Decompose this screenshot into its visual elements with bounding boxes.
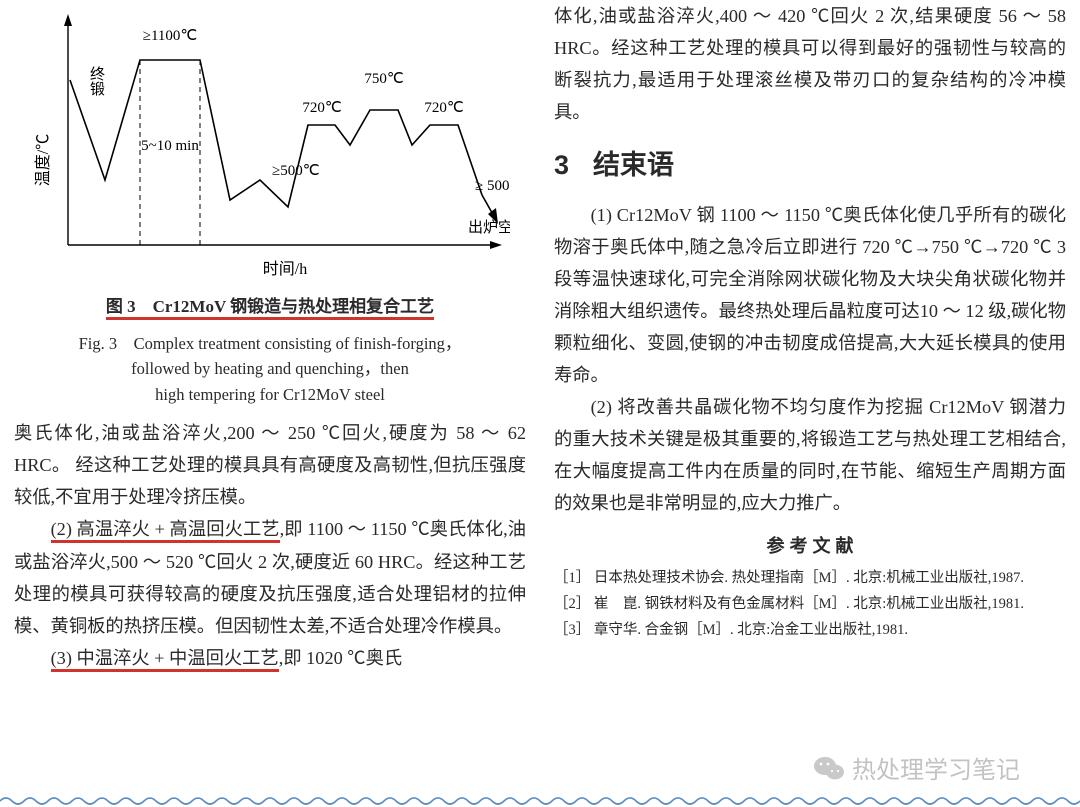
left-para-2: (2) 高温淬火 + 高温回火工艺,即 1100 ～ 1150 ℃奥氏体化,油或… [14, 513, 526, 641]
wechat-icon [814, 755, 844, 781]
svg-text:750℃: 750℃ [364, 71, 403, 87]
reference-item: ［3］ 章守华. 合金钢［M］. 北京:冶金工业出版社,1981. [554, 619, 1066, 642]
section-heading: 3结束语 [554, 142, 1066, 189]
reference-item: ［1］ 日本热处理技术协会. 热处理指南［M］. 北京:机械工业出版社,1987… [554, 567, 1066, 590]
svg-text:时间/h: 时间/h [263, 260, 307, 278]
svg-text:出炉空冷: 出炉空冷 [468, 219, 510, 236]
svg-text:≥500℃: ≥500℃ [272, 163, 320, 179]
svg-text:≥1100℃: ≥1100℃ [143, 28, 198, 44]
right-para-1: (1) Cr12MoV 钢 1100 ～ 1150 ℃奥氏体化使几乎所有的碳化物… [554, 199, 1066, 391]
left-para-1: 奥氏体化,油或盐浴淬火,200 ～ 250 ℃回火,硬度为 58 ～ 62 HR… [14, 417, 526, 513]
figure-3: 温度/℃ 时间/h ≥1100℃ 终锻 5~10 min ≥500℃ 720℃ … [14, 0, 526, 407]
left-para-3: (3) 中温淬火 + 中温回火工艺,即 1020 ℃奥氏 [14, 642, 526, 674]
right-para-2: (2) 将改善共晶碳化物不均匀度作为挖掘 Cr12MoV 钢潜力的重大技术关键是… [554, 391, 1066, 519]
references-heading: 参 考 文 献 [554, 531, 1066, 563]
figure-caption-en: Fig. 3 Complex treatment consisting of f… [14, 331, 526, 408]
right-para-0: 体化,油或盐浴淬火,400 ～ 420 ℃回火 2 次,结果硬度 56 ～ 58… [554, 0, 1066, 128]
footer-wave [0, 793, 1080, 807]
svg-text:5~10 min: 5~10 min [141, 138, 199, 154]
reference-item: ［2］ 崔 崑. 钢铁材料及有色金属材料［M］. 北京:机械工业出版社,1981… [554, 593, 1066, 616]
svg-text:720℃: 720℃ [424, 100, 463, 116]
svg-text:温度/℃: 温度/℃ [34, 134, 52, 186]
heat-treatment-curve: 温度/℃ 时间/h ≥1100℃ 终锻 5~10 min ≥500℃ 720℃ … [30, 0, 510, 288]
figure-caption-zh: 图 3 Cr12MoV 钢锻造与热处理相复合工艺 [14, 292, 526, 325]
svg-text:≥ 500 ℃: ≥ 500 ℃ [475, 178, 510, 194]
svg-text:720℃: 720℃ [302, 100, 341, 116]
svg-text:终锻: 终锻 [88, 66, 105, 96]
watermark: 热处理学习笔记 [814, 750, 1020, 785]
